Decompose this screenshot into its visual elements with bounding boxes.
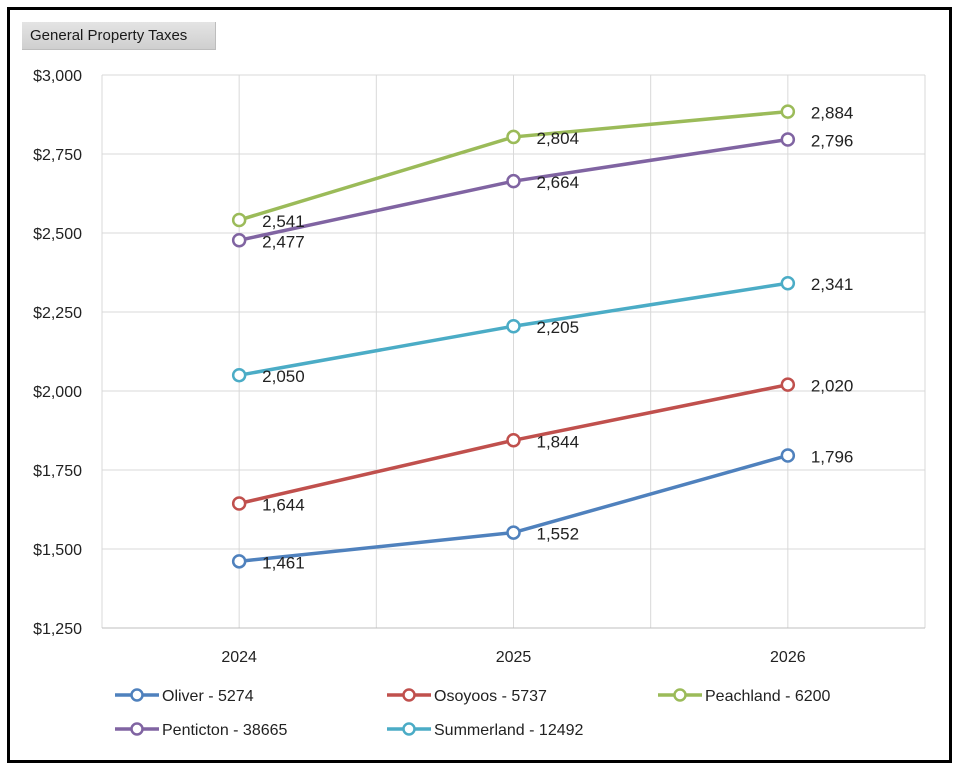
data-point — [780, 132, 796, 147]
gridlines — [101, 74, 926, 629]
data-label: 2,050 — [262, 367, 305, 386]
legend-marker — [402, 688, 416, 702]
y-axis-ticks: $1,250 $1,500 $1,750 $2,000 $2,250 $2,500 $2,7… — [33, 68, 82, 638]
data-label: 1,844 — [537, 432, 580, 451]
legend-marker — [130, 722, 144, 736]
legend-label: Penticton - 38665 — [162, 722, 288, 739]
data-label: 2,796 — [811, 131, 854, 150]
y-tick-label: $2,750 — [33, 147, 82, 164]
y-tick-label: $3,000 — [33, 68, 82, 85]
legend-label: Summerland - 12492 — [434, 722, 584, 739]
data-label: 2,205 — [537, 318, 580, 337]
x-tick-label: 2025 — [496, 649, 532, 666]
data-label: 2,341 — [811, 275, 854, 294]
data-point — [231, 367, 247, 383]
data-label: 2,541 — [262, 212, 305, 231]
data-point — [231, 233, 247, 248]
y-tick-label: $1,250 — [33, 621, 82, 638]
legend-item: Osoyoos - 5737 — [387, 688, 547, 705]
data-point — [780, 377, 796, 392]
legend-item: Peachland - 6200 — [658, 688, 831, 705]
y-tick-label: $2,000 — [33, 384, 82, 401]
y-tick-label: $2,250 — [33, 305, 82, 322]
legend-label: Oliver - 5274 — [162, 688, 254, 705]
legend-marker — [402, 722, 416, 736]
data-point — [506, 525, 521, 540]
x-tick-label: 2026 — [770, 649, 806, 666]
y-tick-label: $1,750 — [33, 463, 82, 480]
data-point — [231, 496, 247, 511]
legend-label: Peachland - 6200 — [705, 688, 831, 705]
data-point — [231, 212, 247, 228]
x-tick-label: 2024 — [221, 649, 257, 666]
data-label: 1,644 — [262, 495, 305, 514]
data-point — [506, 173, 521, 189]
data-label: 2,884 — [811, 104, 854, 123]
legend-marker — [673, 688, 687, 702]
data-point — [780, 448, 796, 463]
data-point — [780, 275, 796, 291]
data-label: 2,664 — [537, 173, 580, 192]
data-point — [780, 104, 796, 119]
data-label: 2,477 — [262, 232, 305, 251]
data-labels: 1,461 1,552 1,796 1,644 1,844 2,020 2,541 2,804… — [262, 104, 853, 573]
legend-marker — [130, 688, 144, 702]
data-point — [506, 318, 521, 334]
x-axis-ticks: 2024 2025 2026 — [221, 649, 805, 666]
data-point — [506, 433, 521, 448]
data-label: 1,461 — [262, 553, 305, 572]
data-label: 2,020 — [811, 377, 854, 396]
legend-item: Oliver - 5274 — [115, 688, 254, 705]
data-point — [506, 129, 521, 145]
data-label: 2,804 — [537, 129, 580, 148]
legend-label: Osoyoos - 5737 — [434, 688, 547, 705]
chart-title: General Property Taxes — [22, 22, 216, 50]
legend-item: Summerland - 12492 — [387, 722, 584, 739]
y-tick-label: $2,500 — [33, 226, 82, 243]
series-lines — [231, 104, 796, 569]
data-label: 1,552 — [537, 525, 580, 544]
data-point — [231, 554, 247, 569]
y-tick-label: $1,500 — [33, 542, 82, 559]
data-label: 1,796 — [811, 447, 854, 466]
legend-item: Penticton - 38665 — [115, 722, 288, 739]
legend: Oliver - 5274 Osoyoos - 5737 Peachland - 6… — [115, 688, 831, 739]
